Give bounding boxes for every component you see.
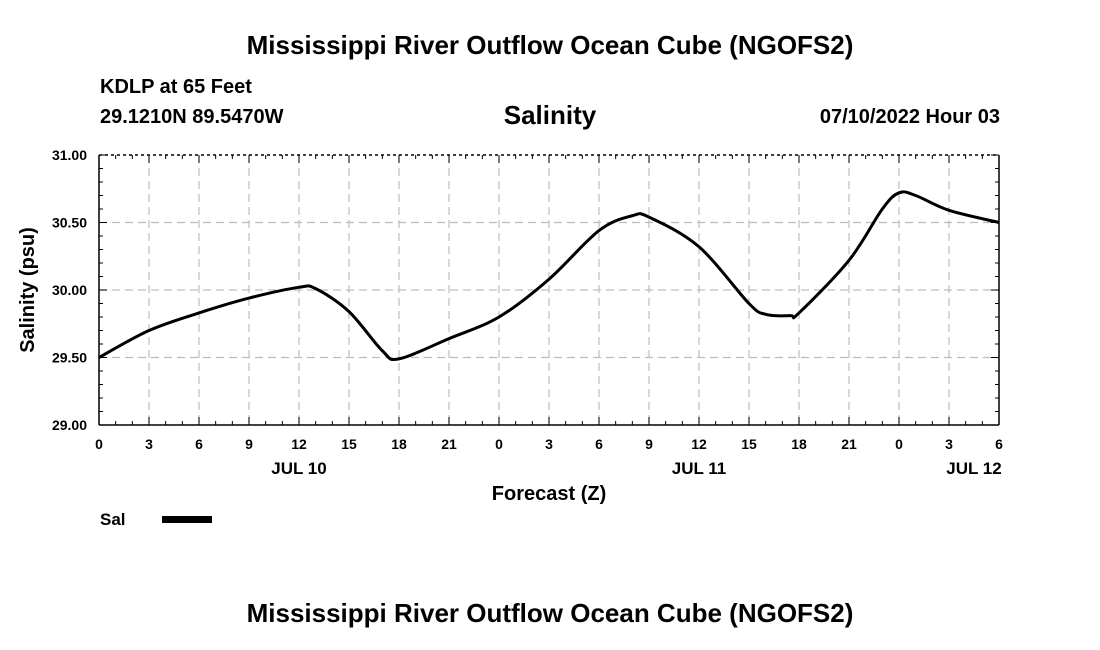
x-tick-label: 21 [441, 436, 457, 452]
x-tick-label: 6 [595, 436, 603, 452]
x-tick-label: 21 [841, 436, 857, 452]
x-tick-label: 15 [341, 436, 357, 452]
y-tick-label: 29.00 [52, 417, 87, 433]
station-coords: 29.1210N 89.5470W [100, 106, 284, 128]
x-tick-label: 0 [495, 436, 503, 452]
x-tick-label: 0 [95, 436, 103, 452]
y-tick-label: 29.50 [52, 350, 87, 366]
x-tick-label: 15 [741, 436, 757, 452]
legend-label: Sal [100, 510, 126, 529]
station-label: KDLP at 65 Feet [100, 76, 252, 98]
day-label: JUL 12 [946, 459, 1001, 478]
x-tick-label: 9 [245, 436, 253, 452]
legend-swatch [162, 516, 212, 523]
x-tick-label: 18 [791, 436, 807, 452]
x-tick-label: 12 [691, 436, 707, 452]
chart-title: Mississippi River Outflow Ocean Cube (NG… [246, 30, 854, 60]
forecast-datetime: 07/10/2022 Hour 03 [819, 106, 1000, 128]
x-tick-label: 6 [995, 436, 1003, 452]
x-tick-label: 12 [291, 436, 307, 452]
x-tick-label: 3 [145, 436, 153, 452]
x-tick-label: 18 [391, 436, 407, 452]
series-line-sal [98, 190, 1000, 362]
x-tick-label: 9 [645, 436, 653, 452]
day-label: JUL 10 [271, 459, 326, 478]
y-tick-label: 30.50 [52, 215, 87, 231]
x-tick-label: 0 [895, 436, 903, 452]
y-tick-label: 30.00 [52, 282, 87, 298]
x-tick-label: 6 [195, 436, 203, 452]
footer-title: Mississippi River Outflow Ocean Cube (NG… [246, 598, 854, 628]
y-tick-label: 31.00 [52, 147, 87, 163]
x-tick-label: 3 [545, 436, 553, 452]
x-axis-title: Forecast (Z) [492, 483, 606, 505]
variable-title: Salinity [503, 100, 597, 130]
x-tick-label: 3 [945, 436, 953, 452]
y-axis-title: Salinity (psu) [17, 227, 39, 353]
day-label: JUL 11 [672, 459, 727, 478]
